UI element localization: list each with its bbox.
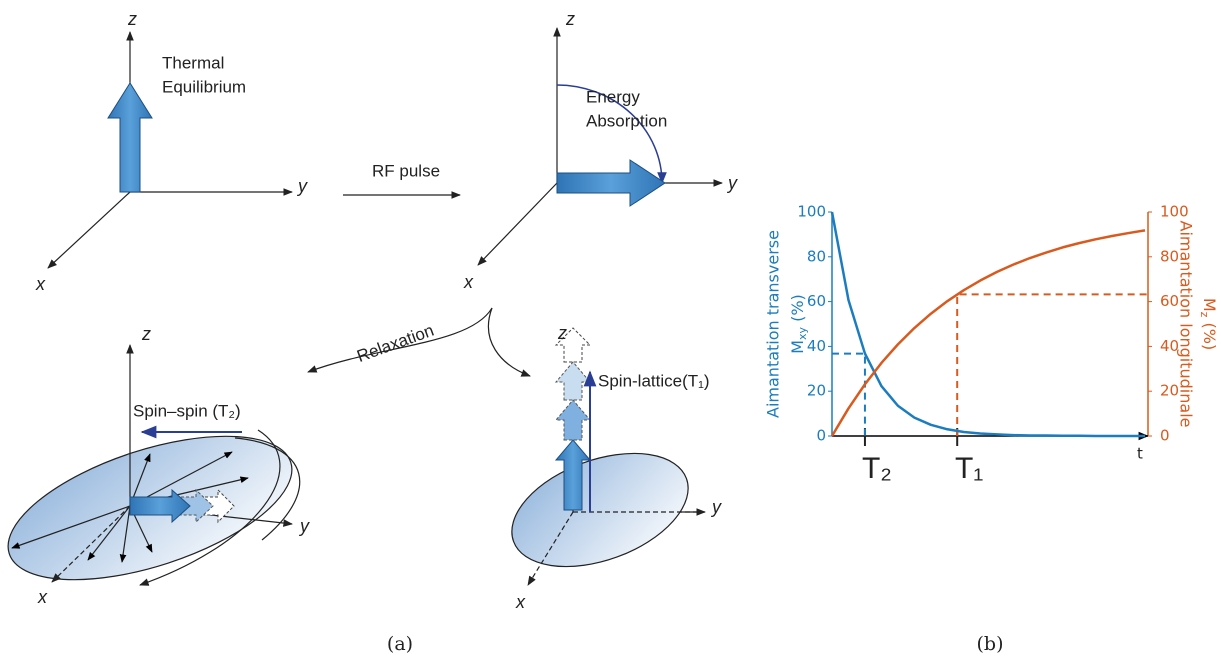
y-tick-label: 20	[807, 382, 826, 400]
vector	[107, 82, 153, 193]
axis-label: z	[565, 9, 575, 29]
x-axis-label: t	[1137, 445, 1143, 463]
label: Equilibrium	[162, 77, 246, 96]
reference-line	[832, 352, 866, 436]
unit-sub: xy	[796, 326, 809, 340]
axis-title-unit: Mz (%)	[1198, 298, 1220, 350]
caption: (b)	[977, 633, 1004, 655]
transition-label: Relaxation	[354, 321, 436, 366]
vector	[554, 439, 592, 511]
y2-tick-label: 100	[1160, 203, 1189, 221]
plane	[511, 452, 689, 568]
unit-rest: (%)	[1201, 317, 1220, 350]
axis-label: y	[710, 497, 722, 517]
y-tick-label: 40	[807, 337, 826, 355]
precession-arc	[234, 437, 301, 541]
unit-base: M	[788, 340, 807, 354]
axis-label: x	[35, 274, 46, 294]
reference-line	[956, 293, 1148, 436]
label: Energy	[586, 87, 640, 106]
label: Thermal	[162, 53, 224, 72]
vector-fading	[554, 361, 592, 401]
axis-label: x	[515, 592, 526, 612]
rotation-arc	[556, 84, 667, 185]
y-tick-label: 80	[807, 247, 826, 265]
arrow	[487, 307, 531, 377]
shape	[11, 505, 131, 549]
y2-tick-label: 60	[1160, 292, 1179, 310]
axis	[51, 505, 131, 583]
label: Spin–spin (T₂)	[133, 401, 241, 420]
vector	[556, 159, 666, 207]
diagram-spin-lattice: z y x Spin-lattice(T₁)	[511, 323, 722, 612]
y2-tick-label: 40	[1160, 337, 1179, 355]
axis-title: Aimantation transverse Mxy (%)	[764, 230, 810, 418]
line-series	[830, 229, 1146, 437]
unit-rest: (%)	[788, 294, 807, 327]
caption: (a)	[387, 633, 413, 655]
diagram-spin-spin: z y x Spin–spin (T₂)	[7, 324, 310, 607]
chart: 0 20 40 60 80 100 0 20 40 60 80 100 T₂ T₁ t Aimantation…	[764, 203, 1220, 485]
unit-sub: z	[1198, 312, 1211, 318]
shape	[119, 505, 131, 563]
diagram-equilibrium: z y x Thermal Equilibrium	[35, 9, 308, 294]
y-tick-label: 0	[816, 427, 826, 445]
vector	[129, 488, 191, 524]
axis-label: z	[557, 323, 567, 343]
axis-label: z	[141, 324, 151, 344]
vector-fading	[554, 327, 592, 363]
vector-fading	[554, 399, 592, 441]
x-tick-label: T₂	[862, 452, 892, 485]
x-tick-label: T₁	[955, 452, 983, 485]
axis-title-unit: Mxy (%)	[788, 294, 810, 354]
y-tick-label: 100	[797, 203, 826, 221]
axis-label: x	[37, 587, 48, 607]
y-tick-label: 60	[807, 292, 826, 310]
unit-base: M	[1201, 298, 1220, 312]
axis	[47, 191, 131, 269]
axis-label: y	[296, 176, 308, 196]
axis-title-text: Aimantation transverse	[764, 230, 783, 418]
line-series	[830, 211, 1145, 438]
axis-title: Aimantation longitudinale Mz (%)	[1177, 221, 1220, 428]
precession-arc	[139, 429, 281, 586]
y2-tick-label: 0	[1160, 427, 1170, 445]
axis-label: y	[726, 173, 738, 193]
axis-label: x	[463, 272, 474, 292]
diagram-absorption: z y x Energy Absorption	[463, 9, 738, 292]
axis	[477, 182, 558, 266]
label: Absorption	[586, 111, 667, 130]
label: Spin-lattice(T₁)	[598, 371, 710, 390]
y2-tick-label: 20	[1160, 382, 1179, 400]
arrow	[307, 307, 493, 373]
axis	[527, 511, 574, 586]
y2-tick-label: 80	[1160, 247, 1179, 265]
transition-label: RF pulse	[372, 161, 440, 180]
shape	[87, 505, 131, 561]
axis-label: z	[127, 9, 137, 29]
axis-title-text: Aimantation longitudinale	[1177, 221, 1196, 428]
axis-label: y	[298, 516, 310, 536]
